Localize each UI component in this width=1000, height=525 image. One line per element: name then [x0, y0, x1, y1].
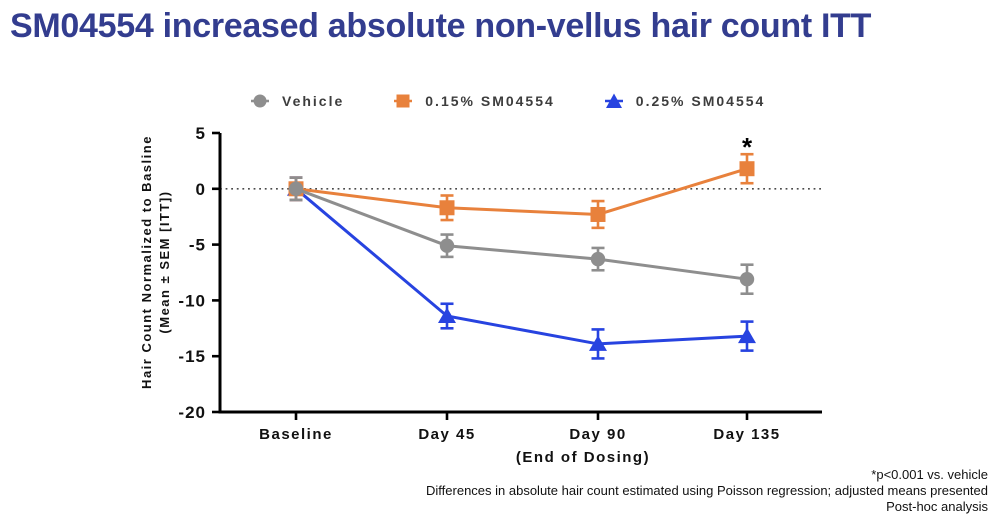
vehicle-circle-marker-icon	[245, 92, 275, 110]
chart-legend: Vehicle 0.15% SM04554 0.25% SM04554	[245, 92, 765, 110]
footnote-method: Differences in absolute hair count estim…	[426, 483, 988, 498]
slide-title: SM04554 increased absolute non-vellus ha…	[10, 7, 872, 45]
legend-item-025-sm04554: 0.25% SM04554	[599, 92, 766, 110]
svg-text:Baseline: Baseline	[259, 426, 333, 443]
svg-text:*: *	[742, 132, 753, 162]
footnote-posthoc: Post-hoc analysis	[886, 499, 988, 514]
svg-text:Day 135: Day 135	[713, 426, 780, 443]
legend-label-vehicle: Vehicle	[282, 93, 345, 109]
svg-text:-5: -5	[189, 236, 206, 255]
svg-text:0: 0	[196, 180, 206, 199]
svg-text:5: 5	[196, 124, 206, 143]
svg-text:Day 90: Day 90	[569, 426, 626, 443]
footnotes: *p<0.001 vs. vehicle Differences in abso…	[426, 467, 988, 515]
svg-text:(Mean ± SEM [ITT]): (Mean ± SEM [ITT])	[157, 190, 172, 333]
footnote-significance: *p<0.001 vs. vehicle	[871, 467, 988, 482]
svg-text:-10: -10	[178, 291, 206, 310]
svg-text:(End of Dosing): (End of Dosing)	[516, 449, 650, 466]
svg-text:Day 45: Day 45	[418, 426, 475, 443]
sm04554-015-square-marker-icon	[388, 92, 418, 110]
svg-text:-20: -20	[178, 403, 206, 422]
legend-label-015-sm04554: 0.15% SM04554	[425, 93, 555, 109]
legend-item-015-sm04554: 0.15% SM04554	[388, 92, 555, 110]
legend-label-025-sm04554: 0.25% SM04554	[635, 93, 766, 109]
legend-item-vehicle: Vehicle	[245, 92, 344, 110]
svg-text:Hair Count Normalized to Basli: Hair Count Normalized to Basline	[139, 135, 154, 389]
svg-text:-15: -15	[178, 347, 206, 366]
sm04554-025-triangle-marker-icon	[599, 92, 629, 110]
